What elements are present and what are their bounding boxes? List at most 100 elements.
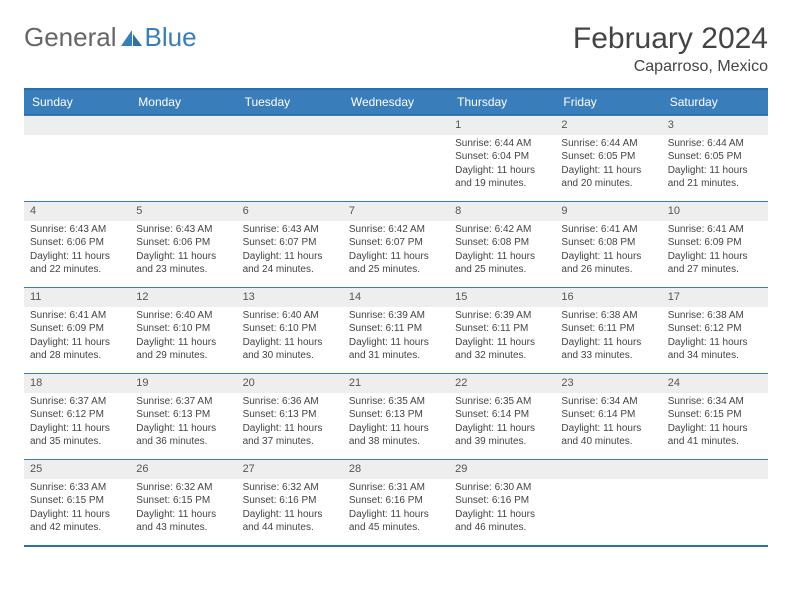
- calendar-cell: 1 Sunrise: 6:44 AMSunset: 6:04 PMDaylight…: [449, 115, 555, 201]
- daylight-text: Daylight: 11 hours and 38 minutes.: [349, 422, 445, 449]
- day-number: 20: [237, 373, 343, 393]
- day-number: [237, 115, 343, 135]
- sunrise-text: Sunrise: 6:40 AM: [243, 309, 339, 323]
- calendar-cell: 22Sunrise: 6:35 AMSunset: 6:14 PMDayligh…: [449, 373, 555, 459]
- calendar-cell: 27Sunrise: 6:32 AMSunset: 6:16 PMDayligh…: [237, 459, 343, 545]
- daylight-text: Daylight: 11 hours and 42 minutes.: [30, 508, 126, 535]
- day-number: 1: [449, 115, 555, 135]
- calendar-cell: 4Sunrise: 6:43 AMSunset: 6:06 PMDaylight…: [24, 201, 130, 287]
- logo-sail-icon: [121, 30, 143, 46]
- sunrise-text: Sunrise: 6:38 AM: [561, 309, 657, 323]
- day-number: 23: [555, 373, 661, 393]
- calendar-grid: SundayMondayTuesdayWednesdayThursdayFrid…: [24, 88, 768, 547]
- logo-text-1: General: [24, 22, 117, 53]
- day-number: 19: [130, 373, 236, 393]
- sunset-text: Sunset: 6:07 PM: [349, 236, 445, 250]
- daylight-text: Daylight: 11 hours and 32 minutes.: [455, 336, 551, 363]
- day-number: 4: [24, 201, 130, 221]
- calendar-cell: 11Sunrise: 6:41 AMSunset: 6:09 PMDayligh…: [24, 287, 130, 373]
- daylight-text: Daylight: 11 hours and 39 minutes.: [455, 422, 551, 449]
- calendar-cell: 19Sunrise: 6:37 AMSunset: 6:13 PMDayligh…: [130, 373, 236, 459]
- calendar-cell-empty: [130, 115, 236, 201]
- day-number: [24, 115, 130, 135]
- sunrise-text: Sunrise: 6:44 AM: [455, 137, 551, 151]
- day-number: 14: [343, 287, 449, 307]
- calendar-cell-empty: [662, 459, 768, 545]
- daylight-text: Daylight: 11 hours and 33 minutes.: [561, 336, 657, 363]
- daylight-text: Daylight: 11 hours and 25 minutes.: [349, 250, 445, 277]
- calendar-cell-empty: [555, 459, 661, 545]
- day-number: 10: [662, 201, 768, 221]
- sunset-text: Sunset: 6:05 PM: [668, 150, 764, 164]
- calendar-cell: 6Sunrise: 6:43 AMSunset: 6:07 PMDaylight…: [237, 201, 343, 287]
- day-number: 6: [237, 201, 343, 221]
- calendar-cell: 15Sunrise: 6:39 AMSunset: 6:11 PMDayligh…: [449, 287, 555, 373]
- sunset-text: Sunset: 6:06 PM: [30, 236, 126, 250]
- sunset-text: Sunset: 6:11 PM: [455, 322, 551, 336]
- sunrise-text: Sunrise: 6:41 AM: [561, 223, 657, 237]
- title-block: February 2024 Caparroso, Mexico: [573, 22, 768, 76]
- day-number: 11: [24, 287, 130, 307]
- daylight-text: Daylight: 11 hours and 27 minutes.: [668, 250, 764, 277]
- sunset-text: Sunset: 6:16 PM: [349, 494, 445, 508]
- calendar-cell-empty: [343, 115, 449, 201]
- day-number: 7: [343, 201, 449, 221]
- calendar-cell: 5Sunrise: 6:43 AMSunset: 6:06 PMDaylight…: [130, 201, 236, 287]
- sunset-text: Sunset: 6:09 PM: [668, 236, 764, 250]
- sunset-text: Sunset: 6:11 PM: [349, 322, 445, 336]
- sunset-text: Sunset: 6:13 PM: [243, 408, 339, 422]
- daylight-text: Daylight: 11 hours and 28 minutes.: [30, 336, 126, 363]
- calendar-cell: 12Sunrise: 6:40 AMSunset: 6:10 PMDayligh…: [130, 287, 236, 373]
- daylight-text: Daylight: 11 hours and 23 minutes.: [136, 250, 232, 277]
- daylight-text: Daylight: 11 hours and 19 minutes.: [455, 164, 551, 191]
- day-number: 8: [449, 201, 555, 221]
- calendar-cell-empty: [237, 115, 343, 201]
- day-number: 5: [130, 201, 236, 221]
- sunrise-text: Sunrise: 6:40 AM: [136, 309, 232, 323]
- day-number: 18: [24, 373, 130, 393]
- daylight-text: Daylight: 11 hours and 25 minutes.: [455, 250, 551, 277]
- day-number: 15: [449, 287, 555, 307]
- day-number: 27: [237, 459, 343, 479]
- header: General Blue February 2024 Caparroso, Me…: [24, 22, 768, 76]
- day-number: 12: [130, 287, 236, 307]
- daylight-text: Daylight: 11 hours and 34 minutes.: [668, 336, 764, 363]
- day-number: 29: [449, 459, 555, 479]
- calendar-cell: 13Sunrise: 6:40 AMSunset: 6:10 PMDayligh…: [237, 287, 343, 373]
- calendar-cell: 17Sunrise: 6:38 AMSunset: 6:12 PMDayligh…: [662, 287, 768, 373]
- day-number: 22: [449, 373, 555, 393]
- sunset-text: Sunset: 6:05 PM: [561, 150, 657, 164]
- sunset-text: Sunset: 6:08 PM: [455, 236, 551, 250]
- sunrise-text: Sunrise: 6:44 AM: [561, 137, 657, 151]
- sunrise-text: Sunrise: 6:31 AM: [349, 481, 445, 495]
- logo-text-2: Blue: [145, 22, 197, 53]
- daylight-text: Daylight: 11 hours and 26 minutes.: [561, 250, 657, 277]
- sunset-text: Sunset: 6:16 PM: [455, 494, 551, 508]
- weekday-header: Sunday: [24, 90, 130, 115]
- sunrise-text: Sunrise: 6:37 AM: [136, 395, 232, 409]
- day-number: 9: [555, 201, 661, 221]
- daylight-text: Daylight: 11 hours and 36 minutes.: [136, 422, 232, 449]
- sunrise-text: Sunrise: 6:35 AM: [349, 395, 445, 409]
- calendar-cell: 23Sunrise: 6:34 AMSunset: 6:14 PMDayligh…: [555, 373, 661, 459]
- day-number: [555, 459, 661, 479]
- daylight-text: Daylight: 11 hours and 46 minutes.: [455, 508, 551, 535]
- sunrise-text: Sunrise: 6:36 AM: [243, 395, 339, 409]
- calendar-cell: 9Sunrise: 6:41 AMSunset: 6:08 PMDaylight…: [555, 201, 661, 287]
- sunset-text: Sunset: 6:04 PM: [455, 150, 551, 164]
- day-number: 17: [662, 287, 768, 307]
- sunrise-text: Sunrise: 6:34 AM: [561, 395, 657, 409]
- weekday-header: Tuesday: [237, 90, 343, 115]
- sunrise-text: Sunrise: 6:42 AM: [349, 223, 445, 237]
- weekday-header: Saturday: [662, 90, 768, 115]
- day-number: 24: [662, 373, 768, 393]
- daylight-text: Daylight: 11 hours and 30 minutes.: [243, 336, 339, 363]
- sunset-text: Sunset: 6:14 PM: [455, 408, 551, 422]
- daylight-text: Daylight: 11 hours and 37 minutes.: [243, 422, 339, 449]
- sunset-text: Sunset: 6:15 PM: [30, 494, 126, 508]
- sunrise-text: Sunrise: 6:43 AM: [243, 223, 339, 237]
- weekday-header: Wednesday: [343, 90, 449, 115]
- day-number: 28: [343, 459, 449, 479]
- day-number: 13: [237, 287, 343, 307]
- daylight-text: Daylight: 11 hours and 24 minutes.: [243, 250, 339, 277]
